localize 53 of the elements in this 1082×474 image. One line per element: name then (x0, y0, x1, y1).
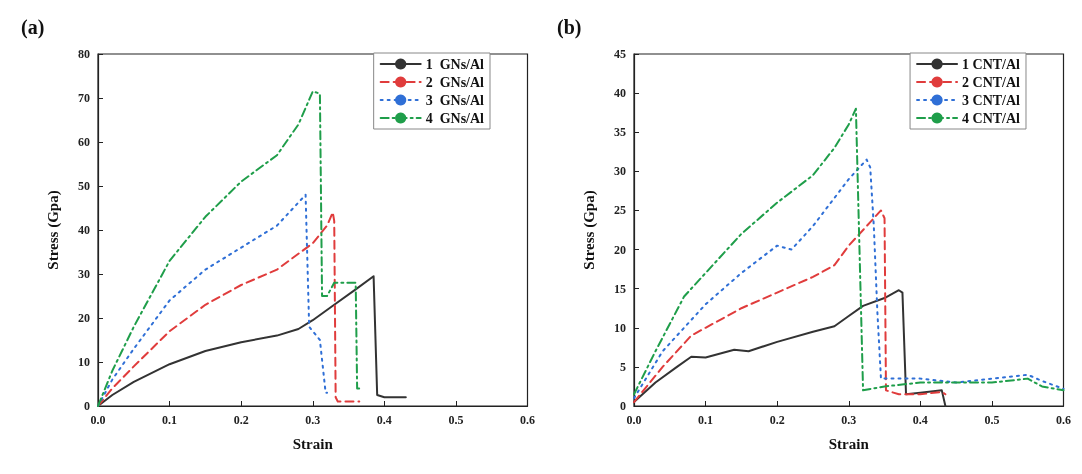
line-series (633, 158, 1065, 400)
legend-label: 1 GNs/Al (425, 56, 485, 72)
y-tick-label: 50 (78, 179, 90, 193)
x-tick-label: 0.5 (984, 413, 1000, 427)
legend-label: 4 CNT/Al (962, 110, 1021, 126)
y-tick-label: 25 (614, 203, 626, 218)
y-tick-label: 40 (614, 86, 626, 101)
x-tick-label: 0.1 (162, 413, 178, 427)
y-tick-label: 0 (84, 399, 90, 413)
x-tick-label: 0.0 (626, 413, 642, 427)
line-series (633, 107, 1065, 396)
y-tick-label: 5 (620, 359, 626, 374)
y-tick-label: 10 (78, 355, 90, 369)
y-tick-label: 45 (614, 47, 626, 61)
y-tick-label: 20 (614, 242, 626, 257)
y-axis-title: Stress (Gpa) (44, 190, 62, 270)
y-axis-title: Stress (Gpa) (580, 190, 598, 270)
x-tick-label: 0.1 (698, 413, 714, 427)
y-tick-label: 80 (78, 47, 90, 61)
legend-label: 3 CNT/Al (962, 92, 1021, 108)
line-series (97, 90, 361, 407)
x-axis-title: Strain (292, 435, 334, 452)
legend-label: 2 CNT/Al (962, 74, 1021, 90)
y-tick-label: 15 (614, 281, 626, 296)
chart-title: (a) (21, 16, 45, 39)
y-tick-label: 60 (78, 135, 90, 149)
chart-title: (b) (557, 16, 582, 39)
x-tick-label: 0.6 (520, 413, 535, 427)
y-tick-label: 40 (78, 223, 90, 237)
x-tick-label: 0.4 (912, 413, 928, 427)
y-tick-label: 20 (78, 311, 90, 325)
y-tick-label: 30 (78, 267, 90, 281)
x-tick-label: 0.2 (769, 413, 785, 427)
x-tick-label: 0.6 (1056, 413, 1071, 427)
line-series (633, 209, 947, 404)
line-series (97, 275, 407, 407)
x-tick-label: 0.0 (90, 413, 106, 427)
y-tick-label: 35 (614, 125, 626, 140)
line-series (97, 211, 361, 407)
x-axis-title: Strain (828, 435, 870, 452)
y-tick-label: 70 (78, 91, 90, 105)
x-tick-label: 0.3 (305, 413, 321, 427)
x-tick-label: 0.2 (233, 413, 249, 427)
legend-label: 1 CNT/Al (962, 56, 1021, 72)
x-tick-label: 0.5 (448, 413, 464, 427)
legend-label: 4 GNs/Al (425, 110, 485, 126)
y-tick-label: 0 (620, 399, 626, 413)
x-tick-label: 0.3 (841, 413, 857, 427)
legend-label: 3 GNs/Al (425, 92, 485, 108)
y-tick-label: 30 (614, 164, 626, 179)
x-tick-label: 0.4 (376, 413, 392, 427)
legend-label: 2 GNs/Al (425, 74, 485, 90)
y-tick-label: 10 (614, 320, 626, 335)
